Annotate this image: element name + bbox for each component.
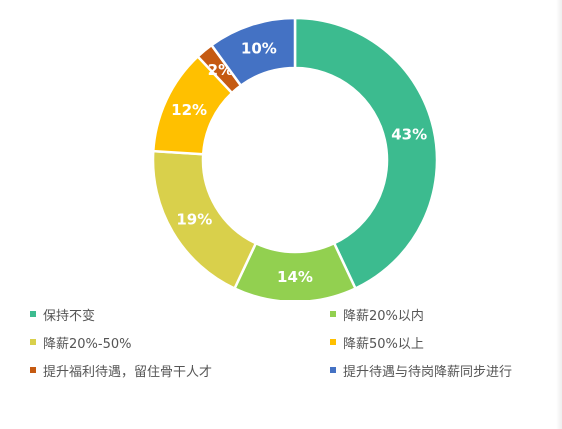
- legend-label-5: 提升待遇与待岗降薪同步进行: [343, 364, 513, 380]
- slice-label-3: 12%: [171, 101, 207, 119]
- legend-item-4: 提升福利待遇，留住骨干人才: [30, 361, 330, 380]
- chart-legend: 保持不变 降薪20%以内降薪20%-50% 降薪50%以上提升福利待遇，留住骨干人才…: [30, 305, 560, 380]
- legend-swatch-2: [30, 339, 36, 345]
- legend-label-2: 降薪20%-50%: [43, 336, 132, 352]
- legend-item-3: 降薪50%以上: [330, 333, 560, 352]
- legend-swatch-0: [30, 311, 36, 317]
- legend-swatch-5: [330, 367, 336, 373]
- donut-slice-5: [209, 16, 297, 88]
- legend-item-1: 降薪20%以内: [330, 305, 560, 324]
- slice-label-5: 10%: [241, 40, 277, 58]
- legend-swatch-1: [330, 311, 336, 317]
- legend-label-4: 提升福利待遇，留住骨干人才: [43, 364, 213, 380]
- legend-label-0: 保持不变: [43, 308, 96, 324]
- legend-label-3: 降薪50%以上: [343, 336, 424, 352]
- legend-swatch-3: [330, 339, 336, 345]
- legend-item-0: 保持不变: [30, 305, 330, 324]
- legend-swatch-4: [30, 367, 36, 373]
- legend-item-5: 提升待遇与待岗降薪同步进行: [330, 361, 560, 380]
- slice-label-2: 19%: [176, 211, 212, 229]
- legend-item-2: 降薪20%-50%: [30, 333, 330, 352]
- slice-label-0: 43%: [391, 125, 427, 143]
- slice-label-1: 14%: [277, 268, 313, 286]
- donut-chart-svg: 43%14%19%12%2%10%: [151, 16, 439, 304]
- donut-slice-0: [293, 16, 439, 291]
- page-edge: [556, 0, 562, 429]
- legend-label-1: 降薪20%以内: [343, 308, 424, 324]
